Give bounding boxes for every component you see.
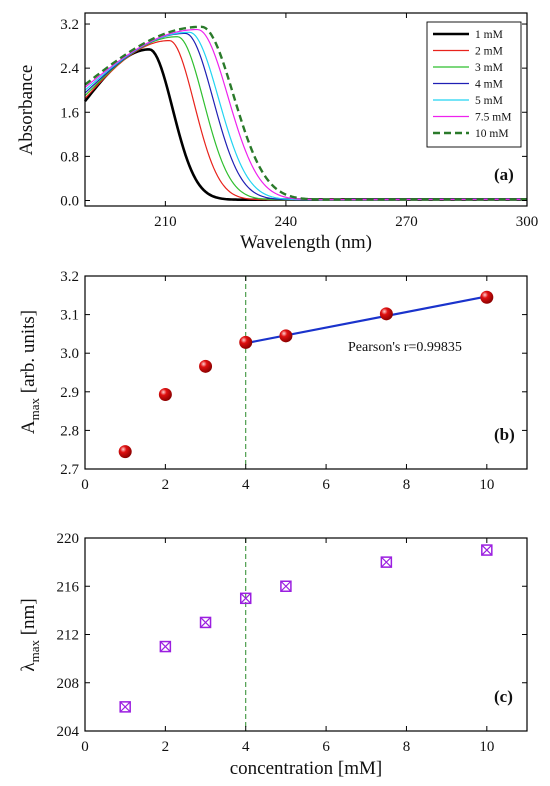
data-point	[158, 388, 172, 402]
b-ytick-label: 2.9	[60, 385, 79, 401]
panel-label-a: (a)	[494, 165, 514, 184]
data-point	[379, 307, 393, 321]
a-ytick-label: 0.8	[60, 149, 79, 165]
y-axis-label-c: λmax [nm]	[18, 598, 42, 671]
legend-label: 4 mM	[475, 79, 503, 91]
y-axis-ticks-a: 0.0 0.8 1.6 2.4 3.2	[60, 17, 527, 209]
c-ytick-label: 220	[57, 531, 80, 547]
a-xtick-label: 300	[516, 214, 539, 230]
legend-label: 5 mM	[475, 95, 503, 107]
b-xtick-label: 8	[403, 477, 411, 493]
legend-label: 1 mM	[475, 29, 503, 41]
lambda-max-points	[119, 544, 493, 713]
b-xtick-label: 0	[81, 477, 89, 493]
x-axis-ticks-c: 0 2 4 6 8 10	[81, 538, 494, 755]
b-ytick-label: 3.0	[60, 346, 79, 362]
a-ytick-label: 0.0	[60, 193, 79, 209]
panel-b: 0 2 4 6 8 10 2.7 2.8 2.9 3.0 3.1 3.2 Amax [arb. un…	[18, 269, 528, 493]
b-ytick-label: 3.2	[60, 269, 79, 285]
a-xtick-label: 240	[275, 214, 298, 230]
legend-label: 2 mM	[475, 46, 503, 58]
plot-frame-c	[84, 537, 528, 732]
data-point	[119, 701, 131, 713]
data-point	[199, 616, 212, 629]
x-axis-label-a: Wavelength (nm)	[240, 232, 372, 253]
data-point	[118, 445, 132, 459]
b-ytick-label: 2.7	[60, 462, 79, 478]
c-xtick-label: 4	[242, 739, 250, 755]
absorbance-curves	[83, 25, 527, 201]
fit-annotation: Pearson's r=0.99835	[348, 340, 462, 355]
legend-box	[426, 21, 522, 148]
c-ytick-label: 212	[57, 628, 80, 644]
y-axis-label-a: Absorbance	[16, 65, 37, 156]
data-point	[239, 592, 252, 605]
x-axis-label-c: concentration [mM]	[230, 758, 382, 779]
y-axis-label-c-rest: [nm]	[18, 598, 39, 640]
y-axis-label-b-rest: [arb. units]	[18, 310, 39, 398]
legend-label: 7.5 mM	[475, 112, 511, 124]
c-ytick-label: 208	[57, 676, 80, 692]
x-axis-ticks-b: 0 2 4 6 8 10	[81, 276, 494, 493]
data-point	[480, 290, 494, 304]
c-xtick-label: 2	[162, 739, 170, 755]
c-xtick-label: 8	[403, 739, 411, 755]
c-ytick-label: 216	[57, 579, 80, 595]
data-point	[279, 329, 293, 343]
plot-frame-a	[84, 12, 528, 207]
c-xtick-label: 10	[479, 739, 494, 755]
data-point	[280, 580, 292, 592]
data-point	[159, 640, 172, 653]
a-ytick-label: 3.2	[60, 17, 79, 33]
c-xtick-label: 6	[322, 739, 330, 755]
legend-label: 3 mM	[475, 62, 503, 74]
panel-c: 0 2 4 6 8 10 204 208 212 216 220 concentration [m…	[18, 531, 528, 779]
panel-a: 210 240 270 300 0.0 0.8 1.6 2.4 3.2 Wavelength …	[16, 12, 538, 253]
a-xtick-label: 210	[154, 214, 177, 230]
y-axis-label-b: Amax [arb. units]	[18, 310, 42, 434]
data-point	[199, 359, 213, 373]
y-axis-ticks-c: 204 208 212 216 220	[57, 531, 527, 740]
b-xtick-label: 4	[242, 477, 250, 493]
series-line-10-mM	[84, 25, 527, 201]
legend: 1 mM 2 mM 3 mM 4 mM 5 mM 7.5 mM 10 mM	[426, 21, 522, 148]
b-xtick-label: 10	[479, 477, 494, 493]
a-xtick-label: 270	[395, 214, 418, 230]
plot-frame-b	[84, 275, 528, 470]
y-axis-label-b-sub: max	[27, 398, 42, 421]
x-axis-ticks-a: 210 240 270 300	[154, 13, 538, 230]
amax-points	[118, 290, 494, 459]
data-point	[239, 335, 253, 349]
c-ytick-label: 204	[57, 724, 80, 740]
y-axis-label-b-main: A	[18, 420, 39, 434]
data-point	[481, 544, 493, 556]
data-point	[380, 556, 393, 568]
a-ytick-label: 1.6	[60, 105, 79, 121]
panel-label-b: (b)	[494, 425, 515, 444]
panel-label-c: (c)	[494, 687, 513, 706]
legend-label: 10 mM	[475, 128, 509, 140]
b-xtick-label: 2	[162, 477, 170, 493]
y-axis-label-c-main: λ	[18, 662, 39, 672]
a-ytick-label: 2.4	[60, 61, 79, 77]
c-xtick-label: 0	[81, 739, 89, 755]
b-ytick-label: 2.8	[60, 423, 79, 439]
b-ytick-label: 3.1	[60, 308, 79, 324]
b-xtick-label: 6	[322, 477, 330, 493]
y-axis-ticks-b: 2.7 2.8 2.9 3.0 3.1 3.2	[60, 269, 527, 478]
y-axis-label-c-sub: max	[27, 640, 42, 663]
